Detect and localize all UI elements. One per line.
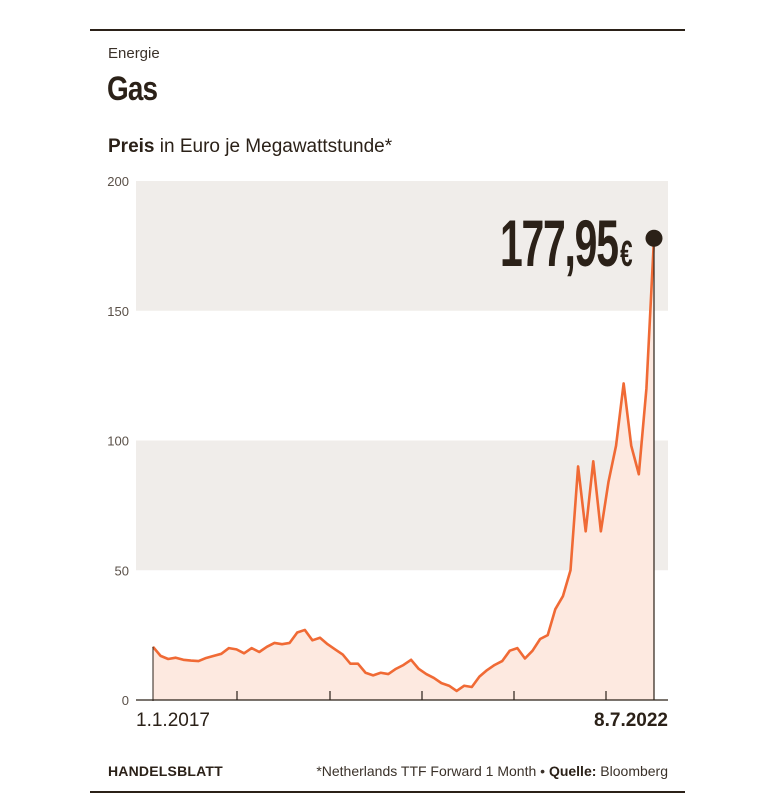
y-tick-label: 0 — [122, 693, 129, 708]
y-tick-label: 100 — [107, 434, 129, 449]
footnote-text: *Netherlands TTF Forward 1 Month • — [316, 763, 549, 779]
y-tick-label: 50 — [115, 563, 129, 578]
kicker: Energie — [108, 45, 160, 62]
x-end-label: 8.7.2022 — [594, 710, 668, 731]
grid-band — [136, 181, 668, 311]
x-start-label: 1.1.2017 — [136, 710, 210, 731]
chart-subtitle: Preis in Euro je Megawattstunde* — [108, 136, 392, 158]
top-rule — [90, 29, 685, 31]
chart-title: Gas — [107, 70, 158, 108]
bottom-rule — [90, 791, 685, 793]
last-value-label: 177,95 € — [500, 206, 633, 281]
source-value: Bloomberg — [596, 763, 668, 779]
series-area — [153, 238, 654, 700]
subtitle-unit: in Euro je Megawattstunde* — [154, 136, 393, 157]
y-tick-label: 150 — [107, 304, 129, 319]
last-value-unit: € — [620, 235, 633, 275]
y-tick-label: 200 — [107, 174, 129, 189]
last-value-dot — [645, 229, 663, 247]
last-value-number: 177,95 — [500, 206, 619, 281]
series-line — [152, 238, 656, 693]
publisher-brand: HANDELSBLATT — [108, 763, 223, 779]
source-label: Quelle: — [548, 763, 597, 779]
source-note: *Netherlands TTF Forward 1 Month • Quell… — [316, 763, 668, 779]
subtitle-bold: Preis — [108, 136, 155, 157]
